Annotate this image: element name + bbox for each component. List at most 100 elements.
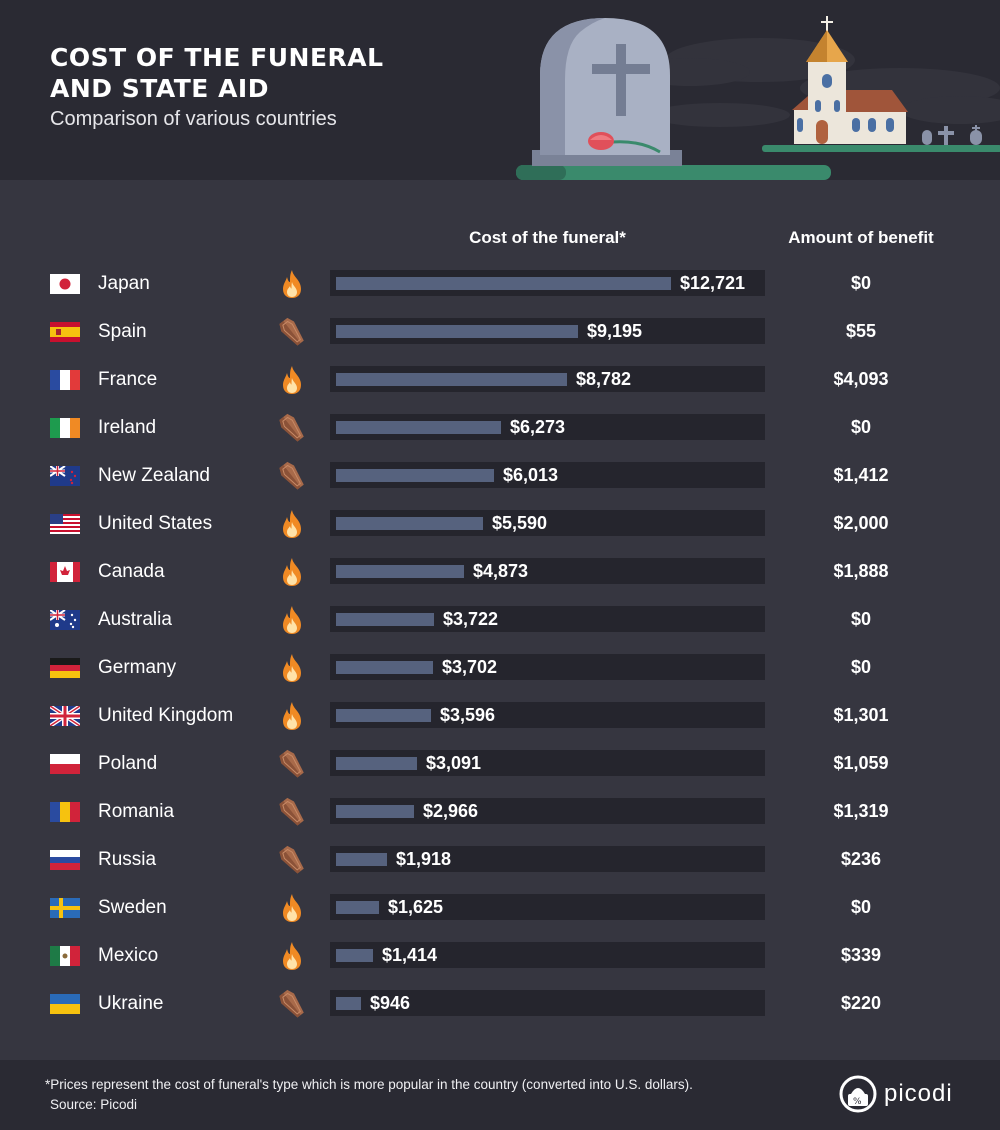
brand-name: picodi: [884, 1080, 953, 1107]
coffin-icon: [277, 796, 307, 828]
bar-track: $1,918: [330, 846, 765, 872]
country-label: Ireland: [98, 417, 157, 438]
coffin-icon: [277, 988, 307, 1020]
benefit-value: $0: [850, 657, 872, 677]
country-label: New Zealand: [98, 465, 210, 486]
flag-icon: [50, 850, 80, 870]
page-title: COST OF THE FUNERAL AND STATE AID: [50, 43, 384, 103]
bar-track: $9,195: [330, 318, 765, 344]
cost-value-label: $946: [370, 993, 411, 1013]
chart-row: Russia $1,918 $236: [0, 838, 1000, 886]
bar-track: $3,722: [330, 606, 765, 632]
country-label: Ukraine: [98, 993, 164, 1014]
benefit-value: $1,319: [833, 801, 889, 821]
cost-value-label: $1,414: [382, 945, 438, 965]
chart-row: Japan $12,721 $0: [0, 262, 1000, 310]
bar-track: $12,721: [330, 270, 765, 296]
bar-track: $2,966: [330, 798, 765, 824]
flag-icon: [50, 370, 80, 390]
benefit-value: $1,888: [833, 561, 889, 581]
chart-row: France $8,782 $4,093: [0, 358, 1000, 406]
country-label: Russia: [98, 849, 157, 870]
country-label: Germany: [98, 657, 177, 678]
flag-icon: [50, 466, 80, 486]
column-header-cost: Cost of the funeral*: [469, 228, 626, 247]
bar-track: $946: [330, 990, 765, 1016]
benefit-value: $0: [850, 273, 872, 293]
flag-icon: [50, 274, 80, 294]
cost-value-label: $3,596: [440, 705, 496, 725]
column-header-benefit: Amount of benefit: [788, 228, 934, 247]
cost-bar: [336, 325, 578, 338]
cost-value-label: $12,721: [680, 273, 746, 293]
cost-bar: [336, 949, 373, 962]
cost-value-label: $6,013: [503, 465, 559, 485]
bar-track: $8,782: [330, 366, 765, 392]
bar-track: $4,873: [330, 558, 765, 584]
coffin-icon: [277, 316, 307, 348]
bar-track: $1,625: [330, 894, 765, 920]
picodi-logo-icon: %: [839, 1075, 877, 1113]
benefit-value: $0: [850, 609, 872, 629]
cost-bar: [336, 517, 483, 530]
cost-value-label: $3,702: [442, 657, 498, 677]
chart-row: Germany $3,702 $0: [0, 646, 1000, 694]
cost-bar: [336, 565, 464, 578]
chart-row: Mexico $1,414 $339: [0, 934, 1000, 982]
cost-bar: [336, 709, 431, 722]
cost-value-label: $1,918: [396, 849, 452, 869]
benefit-value: $4,093: [833, 369, 889, 389]
benefit-value: $0: [850, 417, 872, 437]
flame-icon: [277, 508, 307, 540]
country-label: Mexico: [98, 945, 159, 966]
cost-value-label: $8,782: [576, 369, 632, 389]
country-label: United States: [98, 513, 213, 534]
cost-value-label: $6,273: [510, 417, 566, 437]
small-graves-icon: [922, 125, 982, 145]
flame-icon: [277, 892, 307, 924]
tombstone-icon: [532, 18, 682, 166]
cost-value-label: $3,091: [426, 753, 482, 773]
flame-icon: [277, 652, 307, 684]
cost-bar: [336, 805, 414, 818]
coffin-icon: [277, 844, 307, 876]
flag-icon: [50, 994, 80, 1014]
flame-icon: [277, 268, 307, 300]
chart-row: Ukraine $946 $220: [0, 982, 1000, 1030]
source-note: Source: Picodi: [50, 1097, 138, 1112]
benefit-value: $1,301: [833, 705, 889, 725]
flag-icon: [50, 658, 80, 678]
chart-row: Canada $4,873 $1,888: [0, 550, 1000, 598]
cost-bar: [336, 997, 361, 1010]
header: COST OF THE FUNERAL AND STATE AID Compar…: [0, 0, 1000, 180]
chart-row: Spain $9,195 $55: [0, 310, 1000, 358]
cost-bar: [336, 469, 494, 482]
cost-bar: [336, 757, 417, 770]
bar-track: $5,590: [330, 510, 765, 536]
bar-track: $3,091: [330, 750, 765, 776]
bar-track: $6,273: [330, 414, 765, 440]
coffin-icon: [277, 748, 307, 780]
chart-row: Australia $3,722 $0: [0, 598, 1000, 646]
country-label: Japan: [98, 273, 150, 294]
flag-icon: [50, 562, 80, 582]
benefit-value: $339: [840, 945, 882, 965]
flag-icon: [50, 418, 80, 438]
cost-value-label: $3,722: [443, 609, 499, 629]
page-subtitle: Comparison of various countries: [50, 108, 337, 130]
cost-bar: [336, 853, 387, 866]
benefit-value: $220: [840, 993, 882, 1013]
flag-icon: [50, 946, 80, 966]
church-icon: [792, 16, 908, 144]
coffin-icon: [277, 460, 307, 492]
country-label: Canada: [98, 561, 165, 582]
country-label: United Kingdom: [98, 705, 234, 726]
cost-value-label: $4,873: [473, 561, 529, 581]
benefit-value: $1,412: [833, 465, 889, 485]
chart-row: United Kingdom $3,596 $1,301: [0, 694, 1000, 742]
cost-bar: [336, 661, 433, 674]
cost-value-label: $9,195: [587, 321, 643, 341]
benefit-value: $1,059: [833, 753, 889, 773]
cost-value-label: $2,966: [423, 801, 479, 821]
flag-icon: [50, 898, 80, 918]
